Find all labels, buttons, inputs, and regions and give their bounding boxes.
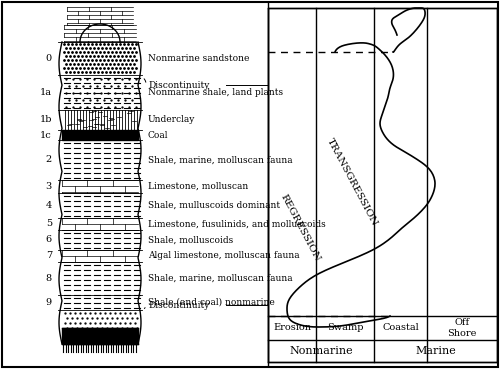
Text: 1a: 1a bbox=[40, 88, 52, 97]
Text: Shale, molluscoids: Shale, molluscoids bbox=[148, 235, 233, 245]
Text: Off
Shore: Off Shore bbox=[448, 318, 476, 338]
Text: 2: 2 bbox=[46, 155, 52, 165]
Text: Shale (and coal) nonmarine: Shale (and coal) nonmarine bbox=[148, 298, 275, 307]
Text: Limestone, molluscan: Limestone, molluscan bbox=[148, 182, 248, 191]
Bar bbox=[268, 8, 497, 362]
Text: REGRESSION: REGRESSION bbox=[278, 193, 322, 263]
Text: Swamp: Swamp bbox=[327, 324, 363, 332]
Text: Underclay: Underclay bbox=[148, 115, 196, 124]
Text: TRANSGRESSION: TRANSGRESSION bbox=[325, 137, 379, 227]
Text: Shale, marine, molluscan fauna: Shale, marine, molluscan fauna bbox=[148, 155, 292, 165]
Text: Algal limestone, molluscan fauna: Algal limestone, molluscan fauna bbox=[148, 252, 300, 261]
Text: Shale, marine, molluscan fauna: Shale, marine, molluscan fauna bbox=[148, 274, 292, 283]
Text: Marine: Marine bbox=[415, 346, 456, 356]
Text: Erosion: Erosion bbox=[273, 324, 311, 332]
Text: Coal: Coal bbox=[148, 131, 169, 139]
Text: Limestone, fusulinids, and molluscoids: Limestone, fusulinids, and molluscoids bbox=[148, 220, 326, 228]
Text: 3: 3 bbox=[46, 182, 52, 191]
Text: 4: 4 bbox=[46, 201, 52, 210]
Text: 1c: 1c bbox=[40, 131, 52, 139]
Bar bbox=[62, 328, 138, 344]
Text: Nonmarine: Nonmarine bbox=[289, 346, 353, 356]
Text: 6: 6 bbox=[46, 235, 52, 245]
Text: Nonmarine sandstone: Nonmarine sandstone bbox=[148, 54, 250, 63]
Text: 5: 5 bbox=[46, 220, 52, 228]
Text: 8: 8 bbox=[46, 274, 52, 283]
Text: 1b: 1b bbox=[40, 115, 52, 124]
Text: 9: 9 bbox=[46, 298, 52, 307]
Text: 7: 7 bbox=[46, 252, 52, 261]
Text: Shale, mulluscoids dominant: Shale, mulluscoids dominant bbox=[148, 201, 280, 210]
Text: Discontinuity: Discontinuity bbox=[148, 300, 210, 310]
Bar bbox=[57, 5, 143, 352]
Text: 0: 0 bbox=[46, 54, 52, 63]
Bar bbox=[62, 130, 138, 140]
Text: Nonmarine shale, land plants: Nonmarine shale, land plants bbox=[148, 88, 283, 97]
Text: Coastal: Coastal bbox=[382, 324, 419, 332]
Text: Discontinuity: Discontinuity bbox=[148, 80, 210, 90]
